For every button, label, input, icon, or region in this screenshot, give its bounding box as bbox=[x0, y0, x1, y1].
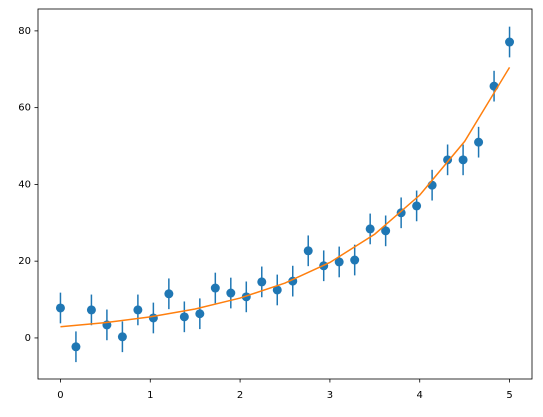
x-tick-label: 4 bbox=[417, 390, 423, 401]
point bbox=[505, 37, 515, 47]
y-tick-label: 60 bbox=[18, 103, 31, 114]
point bbox=[272, 285, 282, 295]
point bbox=[350, 255, 360, 265]
point bbox=[381, 226, 391, 236]
point bbox=[443, 155, 453, 165]
fit-line bbox=[60, 66, 511, 328]
x-tick-label: 1 bbox=[147, 390, 153, 401]
y-tick-label: 0 bbox=[25, 333, 31, 344]
point bbox=[396, 208, 406, 218]
point bbox=[458, 155, 468, 165]
point bbox=[195, 309, 205, 319]
point bbox=[86, 305, 96, 315]
point bbox=[474, 137, 484, 147]
x-tick-label: 2 bbox=[237, 390, 243, 401]
point bbox=[210, 283, 220, 293]
point bbox=[334, 257, 344, 267]
point bbox=[412, 201, 422, 211]
point bbox=[257, 277, 267, 287]
x-tick-label: 0 bbox=[57, 390, 63, 401]
point bbox=[148, 313, 158, 323]
point bbox=[226, 288, 236, 298]
point bbox=[365, 224, 375, 234]
x-tick-label: 3 bbox=[327, 390, 333, 401]
point bbox=[55, 303, 65, 313]
x-tick-label: 5 bbox=[506, 390, 512, 401]
y-tick-label: 40 bbox=[18, 179, 31, 190]
point bbox=[117, 332, 127, 342]
point bbox=[489, 81, 499, 91]
y-tick-label: 80 bbox=[18, 26, 31, 37]
point bbox=[303, 246, 313, 256]
point bbox=[179, 312, 189, 322]
y-tick-label: 20 bbox=[18, 256, 31, 267]
point bbox=[71, 342, 81, 352]
axes-frame bbox=[37, 8, 533, 380]
point bbox=[133, 305, 143, 315]
point bbox=[164, 289, 174, 299]
